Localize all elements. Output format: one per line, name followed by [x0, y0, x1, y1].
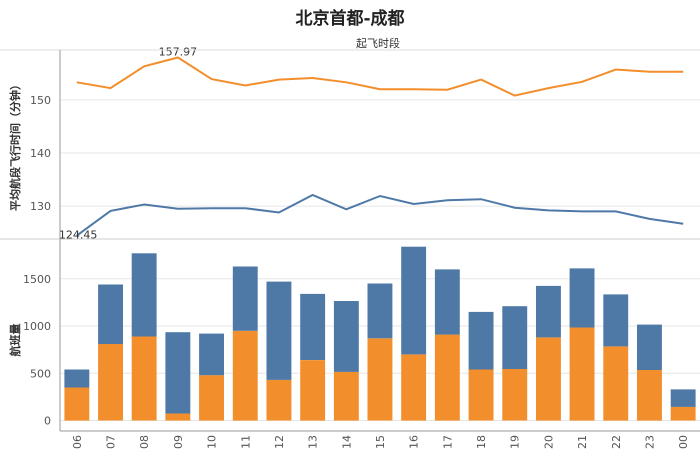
- bar-segment-blue: [536, 285, 561, 338]
- x-tick-label: 21: [576, 435, 589, 449]
- bar-segment-blue: [300, 293, 326, 360]
- x-tick-label: 22: [610, 435, 623, 449]
- bar-segment-orange: [64, 387, 90, 421]
- bar-segment-blue: [131, 253, 157, 337]
- bar-segment-blue: [502, 306, 528, 369]
- x-tick-label: 11: [239, 435, 252, 449]
- line-y-tick-label: 150: [30, 94, 51, 107]
- bar-y-tick-label: 500: [30, 367, 51, 380]
- x-tick-label: 20: [542, 435, 555, 449]
- x-tick-label: 23: [643, 435, 656, 449]
- bar-segment-orange: [98, 344, 123, 421]
- bar-segment-orange: [569, 327, 595, 421]
- bar-segment-orange: [603, 346, 629, 421]
- bar-segment-blue: [670, 389, 696, 407]
- x-axis-header: 起飞时段: [356, 36, 400, 50]
- bar-segment-orange: [502, 369, 528, 421]
- bar-segment-blue: [637, 324, 662, 370]
- x-tick-label: 14: [340, 435, 353, 449]
- x-tick-label: 08: [138, 435, 151, 449]
- bar-segment-orange: [165, 413, 191, 421]
- x-tick-label: 10: [206, 435, 219, 449]
- x-tick-label: 18: [475, 435, 488, 449]
- x-tick-label: 06: [71, 435, 84, 449]
- bar-segment-blue: [603, 294, 629, 347]
- bar-segment-orange: [670, 406, 696, 421]
- bar-y-tick-label: 1500: [23, 273, 51, 286]
- bar-y-tick-label: 1000: [23, 320, 51, 333]
- bar-segment-blue: [333, 301, 359, 372]
- line-y-tick-label: 130: [30, 200, 51, 213]
- bar-segment-blue: [468, 311, 494, 370]
- x-tick-label: 12: [273, 435, 286, 449]
- bar-segment-blue: [98, 284, 123, 344]
- bar-segment-blue: [64, 369, 90, 388]
- min-data-label: 124.45: [59, 229, 97, 242]
- x-tick-label: 19: [509, 435, 522, 449]
- bar-segment-blue: [165, 332, 191, 414]
- bar-segment-orange: [434, 334, 460, 421]
- x-tick-label: 16: [408, 435, 421, 449]
- bar-y-tick-label: 0: [44, 415, 51, 428]
- bar-y-axis-label: 航班量: [8, 324, 22, 357]
- series-line-orange: [76, 56, 684, 97]
- line-y-tick-label: 140: [30, 147, 51, 160]
- bar-segment-blue: [232, 266, 258, 331]
- bar-segment-orange: [637, 370, 662, 421]
- chart-title: 北京首都-成都: [295, 8, 404, 29]
- bar-segment-orange: [199, 375, 224, 421]
- bar-segment-blue: [401, 246, 427, 355]
- max-data-label: 157.97: [159, 45, 198, 58]
- x-tick-label: 17: [441, 435, 454, 449]
- bar-segment-orange: [232, 330, 258, 421]
- bar-segment-orange: [333, 371, 359, 421]
- bar-segment-blue: [367, 283, 393, 339]
- bar-segment-orange: [468, 369, 494, 421]
- bar-segment-blue: [199, 333, 224, 376]
- x-tick-label: 07: [105, 435, 118, 449]
- line-panel: 130 140 150 157.97 124.45: [30, 45, 700, 242]
- bar-segment-orange: [536, 337, 561, 421]
- bar-panel: 0 500 1000 1500 06 07 08 09 10 11 12 13 14 15 16 17 18 19…: [23, 246, 700, 449]
- x-tick-label: 15: [374, 435, 387, 449]
- bar-segment-blue: [569, 268, 595, 328]
- x-tick-label: 09: [172, 435, 185, 449]
- x-tick-label: 00: [677, 435, 690, 449]
- bar-segment-orange: [266, 379, 292, 421]
- series-line-blue: [76, 193, 684, 237]
- bar-segment-orange: [367, 338, 393, 421]
- x-tick-label: 13: [307, 435, 320, 449]
- line-y-axis-label: 平均航段飞行时间（分钟）: [8, 79, 22, 211]
- bar-segment-blue: [266, 281, 292, 380]
- bar-segment-orange: [401, 354, 427, 421]
- bar-segment-orange: [300, 360, 326, 421]
- bar-segment-blue: [434, 269, 460, 335]
- bar-segment-orange: [131, 336, 157, 421]
